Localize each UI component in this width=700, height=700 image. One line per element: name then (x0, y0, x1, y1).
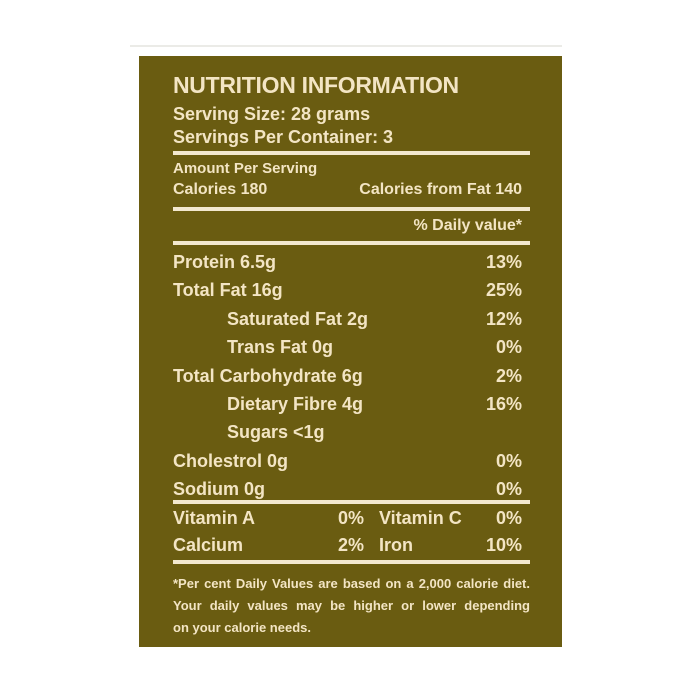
nutrition-label-panel: NUTRITION INFORMATION Serving Size: 28 g… (139, 56, 562, 647)
nutrient-row: Protein 6.5g 13% (173, 248, 530, 276)
calories-row: Calories 180 Calories from Fat 140 (173, 179, 530, 201)
micronutrient-name: Iron (379, 535, 413, 555)
micronutrient-right-pair: Vitamin C 0% (379, 505, 530, 532)
nutrient-name: Sugars <1g (227, 422, 325, 443)
calories-value: Calories 180 (173, 181, 268, 198)
micronutrient-value: 10% (485, 535, 522, 555)
nutrient-name: Trans Fat 0g (227, 337, 334, 358)
nutrient-name: Dietary Fibre 4g (227, 393, 364, 414)
nutrient-row: Total Carbohydrate 6g 2% (173, 362, 530, 390)
nutrient-daily-value: 13% (485, 252, 522, 272)
servings-per-container-text: Servings Per Container: 3 (173, 127, 394, 147)
nutrient-row: Sugars <1g (173, 418, 530, 446)
micronutrient-name: Calcium (173, 535, 244, 555)
nutrient-table: Protein 6.5g 13% Total Fat 16g 25% Satur… (173, 248, 530, 504)
divider (173, 241, 530, 245)
micronutrient-table: Vitamin A 0% Vitamin C 0% Calcium 2% Iro… (173, 505, 530, 559)
nutrient-name: Total Carbohydrate 6g (173, 365, 363, 386)
micronutrient-right-pair: Iron 10% (379, 532, 530, 559)
nutrient-daily-value: 0% (495, 450, 522, 471)
nutrient-daily-value: 0% (495, 337, 522, 358)
calories-from-fat-value: Calories from Fat 140 (359, 181, 522, 198)
nutrient-daily-value: 2% (495, 365, 522, 386)
divider (173, 560, 530, 564)
divider (173, 207, 530, 211)
nutrient-row: Saturated Fat 2g 12% (173, 305, 530, 333)
column-gap (364, 505, 379, 532)
micronutrient-name: Vitamin A (173, 508, 256, 528)
micronutrient-row: Vitamin A 0% Vitamin C 0% (173, 505, 530, 532)
nutrient-name: Saturated Fat 2g (227, 308, 369, 329)
nutrient-daily-value: 0% (495, 479, 522, 500)
footnote-line: on your calorie needs. (173, 620, 311, 635)
top-shadow-line (130, 45, 562, 47)
label-title: NUTRITION INFORMATION (173, 72, 459, 98)
micronutrient-value: 2% (337, 535, 364, 555)
micronutrient-left-pair: Vitamin A 0% (173, 505, 364, 532)
nutrient-daily-value: 25% (485, 280, 522, 301)
nutrient-daily-value: 12% (485, 308, 522, 329)
footnote-line: Your daily values may be higher or lower… (173, 598, 530, 613)
nutrient-row: Cholestrol 0g 0% (173, 447, 530, 475)
nutrient-row: Dietary Fibre 4g 16% (173, 390, 530, 418)
nutrient-row: Sodium 0g 0% (173, 475, 530, 503)
nutrient-row: Total Fat 16g 25% (173, 276, 530, 304)
micronutrient-left-pair: Calcium 2% (173, 532, 364, 559)
nutrient-row: Trans Fat 0g 0% (173, 333, 530, 361)
nutrient-name: Protein 6.5g (173, 252, 277, 272)
nutrient-name: Cholestrol 0g (173, 450, 289, 471)
micronutrient-name: Vitamin C (379, 508, 462, 528)
nutrient-name: Sodium 0g (173, 479, 266, 500)
daily-value-header: % Daily value* (413, 217, 523, 234)
footnote-line: *Per cent Daily Values are based on a 2,… (173, 576, 530, 591)
nutrient-name: Total Fat 16g (173, 280, 283, 301)
serving-info: Serving Size: 28 grams Servings Per Cont… (173, 103, 530, 149)
micronutrient-value: 0% (495, 508, 522, 528)
divider (173, 500, 530, 504)
footnote: *Per cent Daily Values are based on a 2,… (173, 573, 530, 639)
nutrient-daily-value (522, 418, 530, 446)
column-gap (364, 532, 379, 559)
nutrient-daily-value: 16% (485, 393, 522, 414)
micronutrient-value: 0% (337, 508, 364, 528)
divider (173, 151, 530, 155)
micronutrient-row: Calcium 2% Iron 10% (173, 532, 530, 559)
amount-per-serving-text: Amount Per Serving (173, 160, 318, 177)
serving-size-text: Serving Size: 28 grams (173, 104, 371, 124)
